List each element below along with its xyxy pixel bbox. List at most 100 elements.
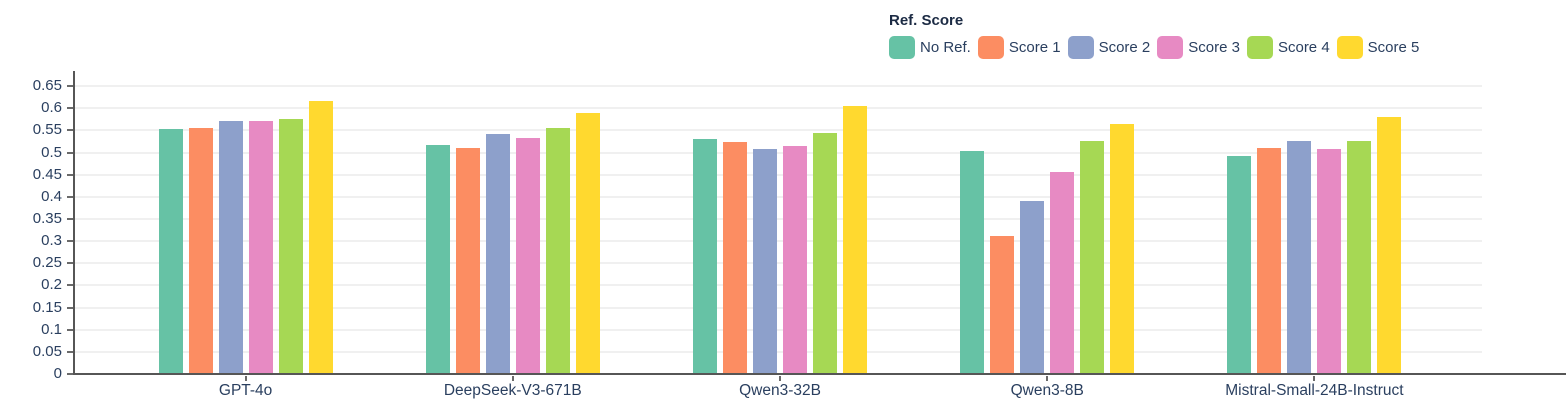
x-tick-mark (511, 376, 514, 381)
legend-label: Score 4 (1277, 39, 1330, 56)
bar-mistral-small-24b-instruct-score-1 (1257, 147, 1282, 374)
x-category-label-qwen3-32b: Qwen3-32B (739, 382, 821, 399)
bar-qwen3-8b-score-4 (1080, 140, 1105, 374)
y-tick-label: 0.55 (32, 121, 62, 139)
x-tick-mark (779, 376, 781, 381)
legend-label: Score 5 (1367, 39, 1420, 56)
bar-deepseek-v3-671b-score-3 (515, 137, 540, 374)
bar-gpt-4o-score-4 (278, 118, 303, 374)
bar-mistral-small-24b-instruct-score-4 (1347, 140, 1372, 374)
bar-gpt-4o-no-ref (158, 129, 183, 374)
y-tick-label: 0.3 (41, 232, 62, 250)
legend-item-score-1[interactable]: Score 1 (977, 36, 1061, 59)
gridline (74, 262, 1482, 265)
legend-swatch-score-1 (977, 36, 1004, 59)
legend-item-score-3[interactable]: Score 3 (1157, 36, 1240, 59)
bar-deepseek-v3-671b-score-4 (545, 127, 570, 374)
y-tick-mark (67, 240, 74, 243)
bar-qwen3-32b-score-4 (813, 132, 837, 374)
legend-label: Score 3 (1188, 39, 1240, 56)
x-tick-mark (1313, 376, 1316, 381)
bar-group-qwen3-32b: Qwen3-32B (646, 71, 913, 399)
y-tick-label: 0.65 (32, 77, 62, 95)
bar-qwen3-8b-score-5 (1110, 123, 1135, 374)
bar-qwen3-32b-score-3 (783, 145, 807, 374)
legend-label: Score 1 (1008, 39, 1061, 56)
y-tick-mark (67, 173, 74, 176)
y-tick-label: 0.2 (41, 276, 62, 294)
gridline (74, 240, 1482, 243)
y-tick-label: 0.25 (32, 254, 62, 272)
gridline (74, 129, 1482, 132)
legend-swatch-no-ref (889, 36, 915, 59)
bar-gpt-4o-score-1 (188, 128, 213, 374)
gridline (74, 306, 1482, 309)
bar-qwen3-8b-no-ref (960, 150, 985, 374)
y-tick-mark (67, 306, 74, 309)
bar-gpt-4o-score-3 (248, 121, 273, 374)
gridline (74, 350, 1482, 353)
x-tick-mark (1046, 376, 1049, 381)
legend-label: No Ref. (920, 39, 971, 56)
legend-swatch-score-4 (1246, 36, 1273, 59)
y-tick-label: 0.15 (32, 298, 62, 316)
bar-deepseek-v3-671b-score-2 (485, 133, 510, 374)
y-tick-mark (67, 107, 74, 110)
gridline (74, 173, 1482, 176)
legend-swatch-score-5 (1336, 36, 1363, 59)
gridline (74, 328, 1482, 331)
y-tick-mark (67, 284, 74, 287)
x-axis-line (73, 373, 1566, 375)
bar-qwen3-32b-score-2 (753, 149, 777, 374)
bar-qwen3-8b-score-3 (1050, 171, 1075, 374)
y-tick-label: 0.05 (32, 342, 62, 360)
bar-group-mistral-small-24b-instruct: Mistral-Small-24B-Instruct (1181, 71, 1448, 399)
bar-deepseek-v3-671b-score-5 (575, 113, 600, 374)
bar-group-deepseek-v3-671b: DeepSeek-V3-671B (379, 71, 646, 399)
bar-qwen3-8b-score-2 (1020, 201, 1045, 374)
legend-swatch-score-2 (1067, 36, 1094, 59)
legend-swatch-score-3 (1157, 36, 1184, 59)
y-tick-label: 0.1 (41, 320, 62, 338)
bar-qwen3-32b-no-ref (693, 138, 717, 374)
y-tick-label: 0 (53, 365, 62, 382)
bar-deepseek-v3-671b-score-1 (455, 148, 480, 374)
y-tick-mark (67, 129, 74, 132)
y-tick-label: 0.45 (32, 165, 62, 183)
gridline (74, 107, 1482, 110)
bar-mistral-small-24b-instruct-no-ref (1227, 155, 1252, 374)
legend-label: Score 2 (1098, 39, 1151, 56)
y-tick-label: 0.6 (41, 99, 62, 117)
y-tick-mark (67, 217, 74, 220)
bar-gpt-4o-score-2 (218, 120, 243, 374)
x-tick-mark (244, 376, 247, 381)
bar-qwen3-32b-score-5 (843, 105, 867, 374)
bar-mistral-small-24b-instruct-score-5 (1377, 117, 1402, 374)
gridline (74, 195, 1482, 198)
x-category-label-qwen3-8b: Qwen3-8B (1010, 382, 1084, 399)
bar-group-gpt-4o: GPT-4o (112, 71, 379, 399)
legend-item-score-2[interactable]: Score 2 (1067, 36, 1151, 59)
gridline (74, 284, 1482, 287)
y-axis-line (73, 71, 75, 375)
gridline (74, 217, 1482, 220)
y-tick-mark (67, 195, 74, 198)
bar-qwen3-32b-score-1 (723, 141, 747, 374)
y-tick-label: 0.5 (41, 143, 62, 161)
legend-title: Ref. Score (889, 12, 964, 29)
x-category-label-mistral-small-24b-instruct: Mistral-Small-24B-Instruct (1225, 382, 1404, 399)
bar-mistral-small-24b-instruct-score-3 (1317, 149, 1342, 374)
legend-item-score-5[interactable]: Score 5 (1336, 36, 1420, 59)
bar-mistral-small-24b-instruct-score-2 (1287, 140, 1312, 374)
legend-items: No Ref. Score 1 Score 2 Score 3 Score 4 Score… (889, 36, 1419, 59)
x-category-label-deepseek-v3-671b: DeepSeek-V3-671B (443, 382, 582, 399)
y-tick-mark (67, 151, 74, 154)
gridline (74, 151, 1482, 154)
bar-groups: GPT-4o DeepSeek-V3-671B Qwen3-32B Qwen3-8B M… (112, 71, 1448, 399)
legend-item-no-ref[interactable]: No Ref. (889, 36, 971, 59)
legend: Ref. Score No Ref. Score 1 Score 2 Score 3 S… (889, 12, 1419, 59)
legend-item-score-4[interactable]: Score 4 (1246, 36, 1330, 59)
bar-gpt-4o-score-5 (308, 100, 333, 374)
x-category-label-gpt-4o: GPT-4o (218, 382, 273, 399)
